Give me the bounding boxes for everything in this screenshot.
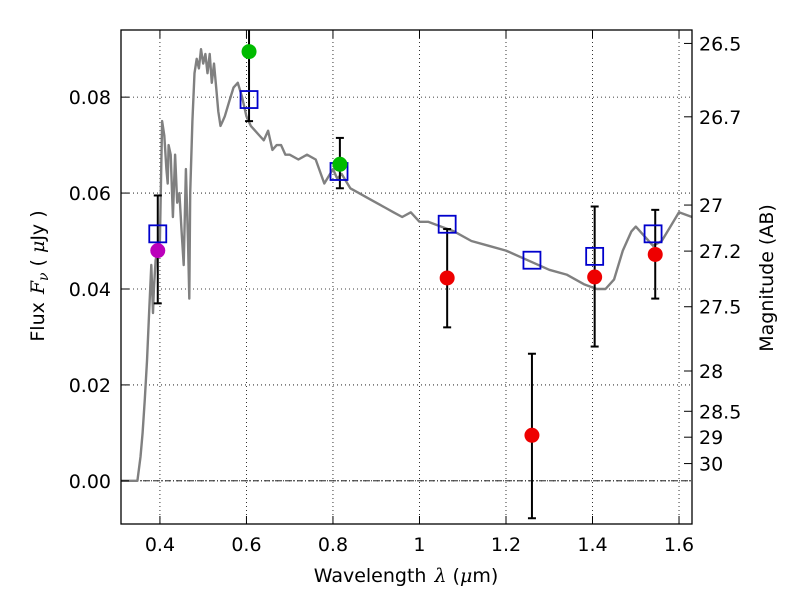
plot-frame <box>120 29 693 525</box>
y-tick-label: 0.00 <box>69 471 111 493</box>
model-band-square <box>522 250 542 270</box>
y2-tick-label: 28 <box>699 361 723 383</box>
model-band-square <box>585 246 605 266</box>
model-sed-layer <box>121 48 693 482</box>
y-axis-symbol: F <box>27 280 49 295</box>
x-tick-label: 1.6 <box>664 534 694 556</box>
observed-point <box>524 427 540 443</box>
y-axis-unit-mu: μ <box>27 241 49 253</box>
observed-point <box>439 270 455 286</box>
y-tick-label: 0.02 <box>69 375 111 397</box>
y2-axis-label: Magnitude (AB) <box>756 204 778 352</box>
observed-points <box>150 44 663 443</box>
x-axis-label: Wavelength λ (μm) <box>314 565 499 587</box>
model-band-square <box>239 90 259 109</box>
y-axis-unit-rest: Jy ) <box>27 210 49 241</box>
model-band-square <box>437 214 457 234</box>
observed-point <box>332 156 348 172</box>
y2-tick-label: 27 <box>699 195 723 217</box>
y2-tick-label: 27.2 <box>699 241 741 263</box>
observed-point <box>647 246 663 262</box>
x-tick-label: 1 <box>413 534 425 556</box>
x-axis-label-text: Wavelength <box>314 565 427 587</box>
y-axis-unit-open: ( <box>27 259 49 266</box>
y2-tick-label: 28.5 <box>699 401 741 423</box>
observed-point <box>241 44 257 60</box>
model-band-squares <box>148 90 663 270</box>
x-tick-label: 0.4 <box>145 534 175 556</box>
x-axis-symbol: λ <box>433 565 446 587</box>
y2-tick-label: 26.5 <box>699 33 741 55</box>
x-tick-label: 0.8 <box>318 534 348 556</box>
y-tick-label: 0.06 <box>69 183 111 205</box>
model-band-square <box>148 224 168 244</box>
y-tick-labels: 0.00 0.02 0.04 0.06 0.08 <box>69 87 111 493</box>
x-tick-label: 1.4 <box>577 534 607 556</box>
x-axis-unit-open: ( <box>447 565 460 587</box>
x-tick-labels: 0.4 0.6 0.8 1 1.2 1.4 1.6 <box>145 534 694 556</box>
x-axis-unit-rest: m) <box>472 565 498 587</box>
x-tick-label: 0.6 <box>231 534 261 556</box>
y2-tick-label: 26.7 <box>699 107 741 129</box>
y-axis-symbol-sub: ν <box>36 272 52 281</box>
model-sed-curve <box>121 48 693 482</box>
y2-tick-labels: 26.5 26.7 27 27.2 27.5 28 28.5 29 30 <box>699 33 741 475</box>
model-band-square <box>643 224 663 244</box>
y2-tick-label: 30 <box>699 454 723 476</box>
y-axis-label: Flux Fν ( μJy ) <box>27 210 52 341</box>
observed-point <box>150 243 166 259</box>
observed-point <box>587 269 603 285</box>
y2-tick-label: 29 <box>699 427 723 449</box>
axis-ticks <box>121 30 692 524</box>
x-axis-unit-mu: μ <box>460 565 472 587</box>
y-axis-label-text: Flux <box>27 302 49 342</box>
y-tick-label: 0.08 <box>69 87 111 109</box>
y-tick-label: 0.04 <box>69 279 111 301</box>
x-tick-label: 1.2 <box>491 534 521 556</box>
y2-tick-label: 27.5 <box>699 297 741 319</box>
